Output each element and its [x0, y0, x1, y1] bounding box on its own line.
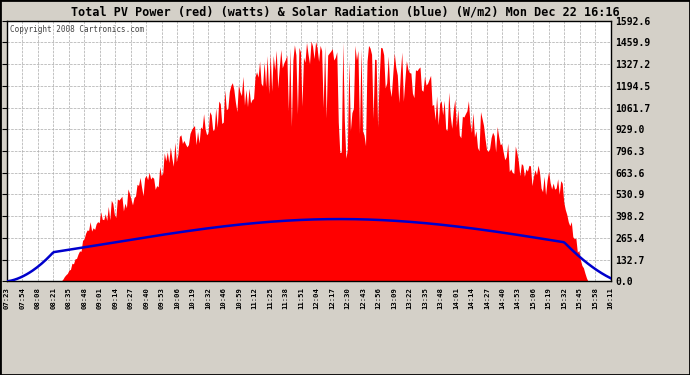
Text: 15:45: 15:45: [577, 287, 582, 309]
Text: 11:38: 11:38: [282, 287, 288, 309]
Text: 09:14: 09:14: [112, 287, 118, 309]
Text: 09:53: 09:53: [159, 287, 165, 309]
Text: 09:40: 09:40: [144, 287, 149, 309]
Text: 08:35: 08:35: [66, 287, 72, 309]
Text: 08:48: 08:48: [81, 287, 88, 309]
Text: 10:46: 10:46: [221, 287, 226, 309]
Text: 14:40: 14:40: [500, 287, 505, 309]
Text: 12:43: 12:43: [360, 287, 366, 309]
Text: 13:22: 13:22: [406, 287, 413, 309]
Text: 15:19: 15:19: [546, 287, 552, 309]
Text: 10:59: 10:59: [236, 287, 242, 309]
Text: 11:25: 11:25: [267, 287, 273, 309]
Text: 13:48: 13:48: [437, 287, 444, 309]
Text: 13:09: 13:09: [391, 287, 397, 309]
Text: 07:23: 07:23: [4, 287, 10, 309]
Text: 14:53: 14:53: [515, 287, 521, 309]
Text: 10:06: 10:06: [174, 287, 180, 309]
Text: Copyright 2008 Cartronics.com: Copyright 2008 Cartronics.com: [10, 24, 144, 33]
Text: 12:04: 12:04: [313, 287, 319, 309]
Text: 08:21: 08:21: [50, 287, 57, 309]
Text: Total PV Power (red) (watts) & Solar Radiation (blue) (W/m2) Mon Dec 22 16:16: Total PV Power (red) (watts) & Solar Rad…: [70, 6, 620, 19]
Text: 14:27: 14:27: [484, 287, 490, 309]
Text: 11:12: 11:12: [252, 287, 257, 309]
Text: 12:56: 12:56: [375, 287, 382, 309]
Text: 07:54: 07:54: [19, 287, 26, 309]
Text: 15:06: 15:06: [530, 287, 536, 309]
Text: 14:01: 14:01: [453, 287, 459, 309]
Text: 16:11: 16:11: [608, 287, 613, 309]
Text: 12:17: 12:17: [329, 287, 335, 309]
Text: 14:14: 14:14: [469, 287, 474, 309]
Text: 09:01: 09:01: [97, 287, 103, 309]
Text: 15:32: 15:32: [561, 287, 567, 309]
Text: 10:19: 10:19: [190, 287, 196, 309]
Text: 12:30: 12:30: [344, 287, 351, 309]
Text: 13:35: 13:35: [422, 287, 428, 309]
Text: 08:08: 08:08: [35, 287, 41, 309]
Text: 10:32: 10:32: [205, 287, 211, 309]
Text: 09:27: 09:27: [128, 287, 134, 309]
Text: 15:58: 15:58: [592, 287, 598, 309]
Text: 11:51: 11:51: [298, 287, 304, 309]
